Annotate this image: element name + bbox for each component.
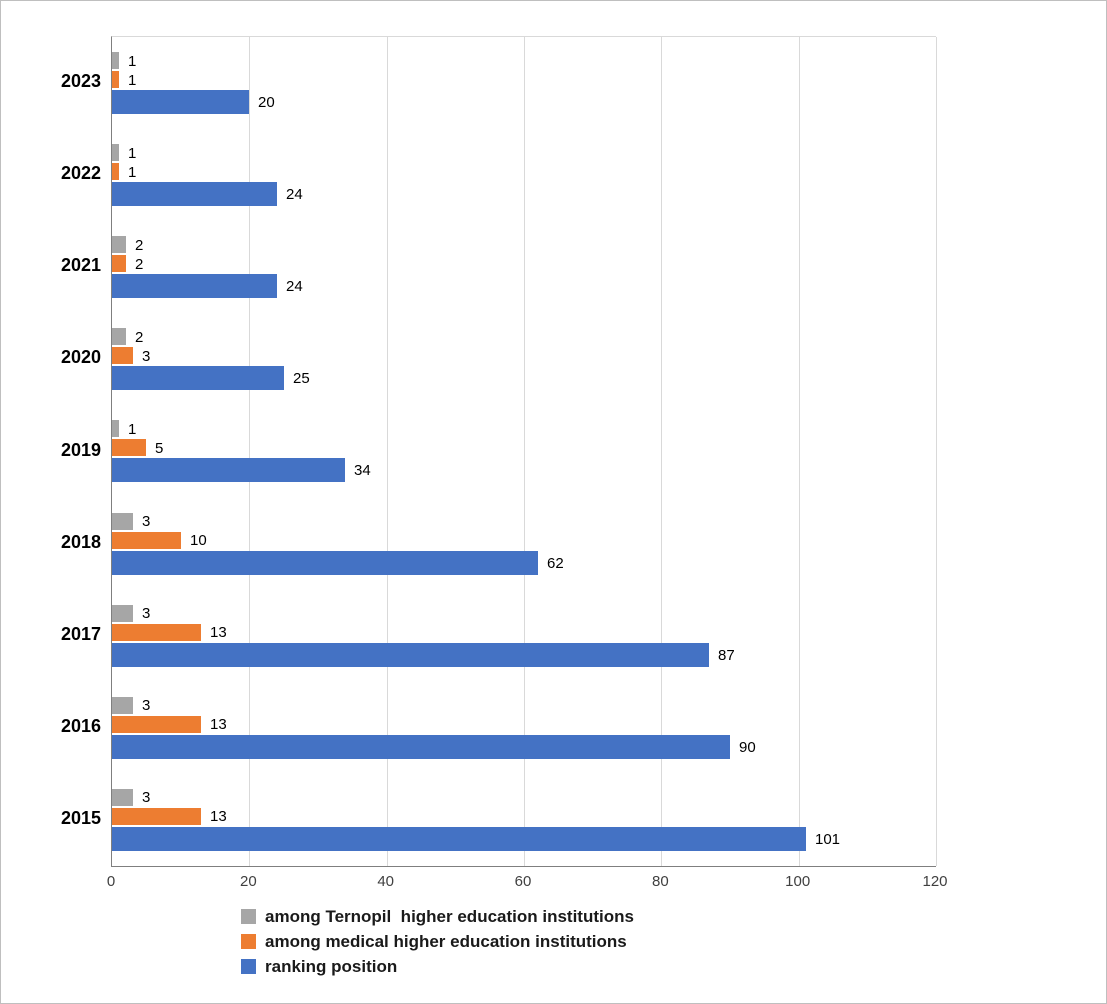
bar-series-1-2022 — [112, 163, 119, 181]
bar-series-0-2023 — [112, 52, 119, 69]
bar-value-label: 24 — [286, 186, 303, 204]
category-row: 2 3 25 — [112, 313, 936, 405]
bar-value-label: 1 — [128, 420, 137, 438]
gridline — [387, 37, 388, 866]
bar-series-1-2019 — [112, 439, 146, 457]
y-axis-label: 2016 — [60, 715, 101, 736]
y-axis-label: 2021 — [60, 255, 101, 276]
bar-value-label: 62 — [547, 554, 564, 572]
bar-series-0-2016 — [112, 696, 133, 714]
legend-item: among Ternopil higher education institut… — [241, 906, 634, 926]
y-axis-label: 2015 — [60, 807, 101, 828]
x-axis-tick-label: 80 — [651, 873, 669, 890]
bar-value-label: 1 — [128, 144, 137, 162]
gridline — [799, 37, 800, 866]
bar-series-2-2021 — [112, 274, 277, 299]
gridline — [936, 37, 937, 866]
category-row: 3 13 90 — [112, 682, 936, 774]
bar-series-2-2015 — [112, 826, 806, 851]
bar-series-2-2019 — [112, 458, 345, 483]
bar-series-1-2017 — [112, 623, 201, 641]
x-axis-tick-label: 0 — [106, 873, 116, 890]
legend-label: among medical higher education instituti… — [265, 931, 627, 951]
x-axis-tick-label: 60 — [514, 873, 532, 890]
bar-series-1-2018 — [112, 531, 181, 549]
gridline — [249, 37, 250, 866]
bar-value-label: 24 — [286, 278, 303, 296]
category-row: 3 13 101 — [112, 774, 936, 866]
bar-series-2-2023 — [112, 90, 249, 114]
x-axis-tick-label: 20 — [239, 873, 257, 890]
bar-series-1-2020 — [112, 347, 133, 365]
bar-value-label: 3 — [142, 347, 151, 365]
legend-label: among Ternopil higher education institut… — [265, 906, 634, 926]
bar-value-label: 1 — [128, 71, 137, 89]
bar-value-label: 2 — [135, 236, 144, 254]
category-row: 3 13 87 — [112, 590, 936, 682]
bar-series-1-2021 — [112, 255, 126, 273]
bar-value-label: 5 — [155, 439, 164, 457]
bar-value-label: 101 — [815, 830, 841, 848]
bar-series-0-2017 — [112, 604, 133, 622]
bar-value-label: 10 — [190, 532, 207, 550]
bar-value-label: 90 — [739, 738, 756, 756]
y-axis-label: 2022 — [60, 163, 101, 184]
legend-item: ranking position — [241, 956, 634, 976]
y-axis-label: 2017 — [60, 623, 101, 644]
bar-series-0-2021 — [112, 236, 126, 254]
bar-value-label: 13 — [210, 624, 227, 642]
bar-series-1-2023 — [112, 71, 119, 88]
legend-marker — [241, 933, 256, 949]
legend: among Ternopil higher education institut… — [241, 906, 634, 981]
bar-value-label: 2 — [135, 328, 144, 346]
bar-value-label: 3 — [142, 697, 151, 715]
bar-value-label: 3 — [142, 605, 151, 623]
category-row: 1 5 34 — [112, 405, 936, 497]
x-axis-tick-label: 120 — [922, 873, 948, 890]
bar-series-0-2022 — [112, 144, 119, 162]
category-row: 1 1 24 — [112, 129, 936, 221]
bar-value-label: 25 — [293, 370, 310, 388]
gridline — [661, 37, 662, 866]
legend-marker — [241, 958, 256, 974]
bar-series-2-2020 — [112, 366, 284, 391]
legend-item: among medical higher education instituti… — [241, 931, 634, 951]
bar-value-label: 13 — [210, 716, 227, 734]
y-axis-label: 2023 — [60, 71, 101, 92]
bar-series-0-2019 — [112, 420, 119, 438]
bar-series-0-2018 — [112, 512, 133, 530]
bar-value-label: 3 — [142, 789, 151, 807]
category-row: 2 2 24 — [112, 221, 936, 313]
bar-series-0-2020 — [112, 328, 126, 346]
bar-series-1-2016 — [112, 715, 201, 733]
y-axis-label: 2020 — [60, 347, 101, 368]
legend-marker — [241, 908, 256, 924]
y-axis-label: 2018 — [60, 531, 101, 552]
gridline — [524, 37, 525, 866]
bar-value-label: 20 — [258, 94, 275, 111]
category-row: 3 10 62 — [112, 498, 936, 590]
category-row: 1 1 20 — [112, 37, 936, 129]
legend-label: ranking position — [265, 956, 398, 976]
bar-value-label: 1 — [128, 163, 137, 181]
bar-series-2-2018 — [112, 550, 538, 575]
bar-series-1-2015 — [112, 807, 201, 825]
bar-series-2-2017 — [112, 642, 709, 667]
bar-series-0-2015 — [112, 788, 133, 806]
bar-value-label: 3 — [142, 513, 151, 531]
plot-area: 1 1 20 1 1 24 2 2 24 2 3 25 1 5 34 3 10 62 3 13 87 3 13 90 3 13 10… — [111, 36, 937, 867]
bar-value-label: 1 — [128, 52, 137, 70]
bar-value-label: 87 — [718, 646, 735, 664]
bar-value-label: 13 — [210, 808, 227, 826]
bar-value-label: 34 — [354, 462, 371, 480]
y-axis-label: 2019 — [60, 439, 101, 460]
bar-series-2-2022 — [112, 182, 277, 207]
bar-series-2-2016 — [112, 734, 730, 759]
bar-value-label: 2 — [135, 255, 144, 273]
x-axis-tick-label: 40 — [377, 873, 394, 890]
x-axis-tick-label: 100 — [785, 873, 811, 890]
